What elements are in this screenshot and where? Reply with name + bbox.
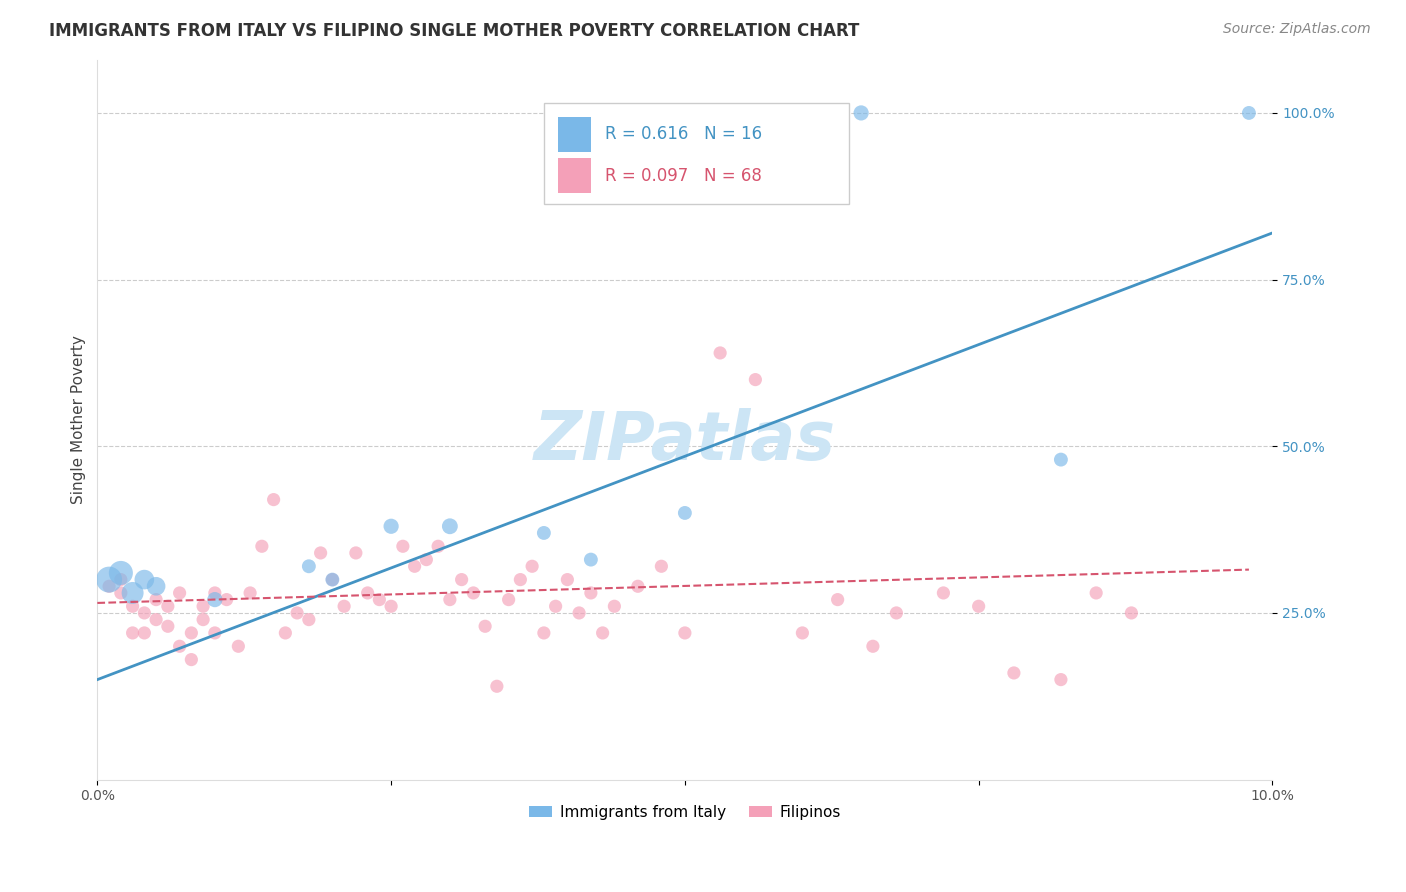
Point — [380, 599, 402, 614]
Text: IMMIGRANTS FROM ITALY VS FILIPINO SINGLE MOTHER POVERTY CORRELATION CHART: IMMIGRANTS FROM ITALY VS FILIPINO SINGLE… — [49, 22, 859, 40]
Point — [121, 626, 143, 640]
Point — [250, 539, 273, 553]
Point — [274, 626, 297, 640]
Point — [673, 506, 696, 520]
Point — [520, 559, 543, 574]
Point — [134, 606, 156, 620]
Text: Source: ZipAtlas.com: Source: ZipAtlas.com — [1223, 22, 1371, 37]
Text: ZIPatlas: ZIPatlas — [534, 409, 837, 475]
Point — [568, 606, 591, 620]
Point — [474, 619, 496, 633]
Point — [121, 586, 143, 600]
Point — [110, 566, 132, 580]
Point — [110, 573, 132, 587]
Point — [1085, 586, 1108, 600]
Point — [886, 606, 908, 620]
Point — [298, 613, 321, 627]
Point — [204, 626, 226, 640]
Point — [404, 559, 426, 574]
Point — [344, 546, 367, 560]
Point — [415, 552, 437, 566]
Text: R = 0.097   N = 68: R = 0.097 N = 68 — [605, 167, 762, 185]
Point — [792, 626, 814, 640]
Point — [228, 640, 250, 654]
Point — [579, 552, 602, 566]
Point — [1050, 452, 1073, 467]
Point — [285, 606, 308, 620]
Point — [145, 592, 167, 607]
Point — [191, 599, 214, 614]
Point — [1050, 673, 1073, 687]
Point — [533, 626, 555, 640]
Point — [380, 519, 402, 533]
Point — [650, 559, 672, 574]
Point — [427, 539, 450, 553]
Point — [263, 492, 285, 507]
Point — [485, 679, 508, 693]
Point — [673, 626, 696, 640]
Point — [204, 586, 226, 600]
Point — [169, 640, 191, 654]
Point — [298, 559, 321, 574]
Point — [215, 592, 238, 607]
Point — [627, 579, 650, 593]
Point — [603, 599, 626, 614]
Point — [1002, 665, 1025, 680]
Point — [145, 613, 167, 627]
Point — [321, 573, 343, 587]
Point — [145, 579, 167, 593]
Point — [1121, 606, 1143, 620]
Point — [932, 586, 955, 600]
Legend: Immigrants from Italy, Filipinos: Immigrants from Italy, Filipinos — [523, 798, 846, 826]
Point — [110, 586, 132, 600]
Point — [544, 599, 567, 614]
Point — [156, 619, 179, 633]
Point — [463, 586, 485, 600]
Point — [849, 106, 872, 120]
Point — [392, 539, 415, 553]
Point — [356, 586, 378, 600]
Point — [744, 373, 766, 387]
Point — [98, 573, 121, 587]
Point — [557, 573, 579, 587]
Point — [204, 592, 226, 607]
Point — [239, 586, 262, 600]
Point — [709, 346, 731, 360]
Point — [180, 626, 202, 640]
Point — [156, 599, 179, 614]
Point — [533, 525, 555, 540]
Point — [439, 592, 461, 607]
Point — [309, 546, 332, 560]
Point — [121, 599, 143, 614]
Point — [134, 573, 156, 587]
Point — [321, 573, 343, 587]
Point — [862, 640, 884, 654]
Point — [169, 586, 191, 600]
FancyBboxPatch shape — [558, 158, 591, 193]
FancyBboxPatch shape — [544, 103, 849, 203]
Point — [439, 519, 461, 533]
Point — [967, 599, 990, 614]
Y-axis label: Single Mother Poverty: Single Mother Poverty — [72, 335, 86, 504]
Point — [1237, 106, 1260, 120]
Point — [98, 579, 121, 593]
Point — [191, 613, 214, 627]
Text: R = 0.616   N = 16: R = 0.616 N = 16 — [605, 126, 762, 144]
Point — [509, 573, 531, 587]
Point — [592, 626, 614, 640]
Point — [333, 599, 356, 614]
Point — [450, 573, 472, 587]
Point — [827, 592, 849, 607]
Point — [579, 586, 602, 600]
Point — [180, 652, 202, 666]
Point — [134, 626, 156, 640]
Point — [368, 592, 391, 607]
Point — [498, 592, 520, 607]
FancyBboxPatch shape — [558, 117, 591, 152]
